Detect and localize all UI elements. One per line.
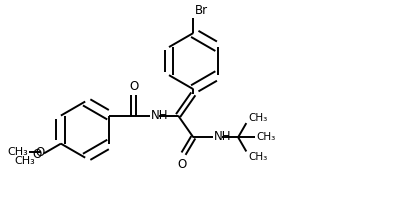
Text: CH₃: CH₃ (248, 152, 267, 162)
Text: O: O (33, 148, 42, 161)
Text: CH₃: CH₃ (257, 132, 276, 142)
Text: NH: NH (150, 109, 168, 122)
Text: CH₃: CH₃ (15, 156, 35, 166)
Text: O: O (177, 158, 186, 170)
Text: O: O (129, 80, 138, 93)
Text: CH₃: CH₃ (248, 113, 267, 123)
Text: CH₃: CH₃ (8, 147, 28, 157)
Text: NH: NH (213, 130, 231, 143)
Text: O: O (35, 146, 44, 159)
Text: Br: Br (195, 4, 208, 17)
